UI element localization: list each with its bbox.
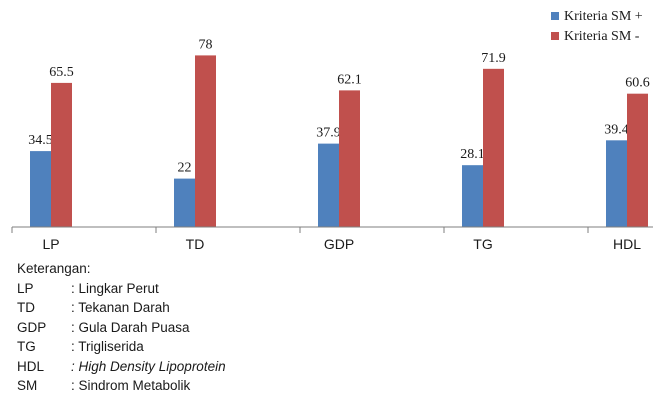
data-label: 78	[199, 37, 213, 52]
note-definition: : Tekanan Darah	[71, 300, 170, 315]
bar-tg-series-1	[483, 68, 504, 227]
note-abbr: TD	[17, 300, 35, 315]
data-label: 28.1	[460, 147, 485, 162]
note-row-tg: TG : Trigliserida	[17, 337, 226, 357]
data-label: 34.5	[28, 133, 53, 148]
legend-label: Kriteria SM -	[564, 29, 640, 44]
data-label: 39.4	[604, 122, 629, 137]
x-tick-label: TD	[186, 236, 205, 252]
data-label: 37.9	[316, 126, 341, 141]
notes-block: Keterangan: LP : Lingkar Perut TD : Teka…	[17, 259, 226, 396]
note-abbr: LP	[17, 280, 34, 296]
legend-label: Kriteria SM +	[564, 9, 643, 24]
bar-td-series-0	[174, 178, 195, 227]
legend-swatch	[551, 32, 559, 40]
note-abbr: SM	[17, 378, 38, 393]
bar-hdl-series-0	[606, 140, 627, 227]
x-axis-ticks: LP TD GDP TG HDL	[11, 227, 641, 252]
data-label: 71.9	[481, 51, 506, 66]
note-row-gdp: GDP : Gula Darah Puasa	[17, 318, 226, 338]
note-definition: : Trigliserida	[71, 339, 144, 354]
note-abbr: HDL	[17, 358, 45, 374]
data-label: 65.5	[49, 65, 74, 80]
bar-td-series-1	[195, 55, 216, 228]
note-abbr: TG	[17, 339, 36, 354]
note-row-sm: SM : Sindrom Metabolik	[17, 376, 226, 396]
data-label: 22	[178, 161, 192, 176]
bar-hdl-series-1	[627, 93, 648, 228]
legend-swatch	[551, 12, 559, 20]
bar-gdp-series-0	[318, 143, 339, 227]
note-row-hdl: HDL : High Density Lipoprotein	[17, 357, 226, 377]
bar-lp-series-0	[30, 151, 51, 227]
note-row-lp: LP : Lingkar Perut	[17, 279, 226, 299]
chart-legend: Kriteria SM + Kriteria SM -	[551, 9, 643, 44]
bar-gdp-series-1	[339, 90, 360, 227]
note-row-td: TD : Tekanan Darah	[17, 298, 226, 318]
bar-tg-series-0	[462, 165, 483, 227]
note-definition: : Gula Darah Puasa	[71, 319, 190, 335]
notes-heading: Keterangan:	[17, 261, 91, 276]
data-label: 62.1	[337, 72, 362, 87]
x-tick-label: LP	[42, 236, 59, 252]
bar-chart: 34.5 65.5 22 78 37.9 62.1 28.1 71.9 39.4 60.6 LP T…	[11, 9, 653, 252]
x-tick-label: GDP	[324, 236, 354, 252]
note-definition: : High Density Lipoprotein	[71, 358, 226, 374]
bars-layer: 34.5 65.5 22 78 37.9 62.1 28.1 71.9 39.4 60.6	[28, 37, 650, 228]
x-tick-label: TG	[473, 236, 492, 252]
data-label: 60.6	[625, 76, 650, 91]
note-definition: : Sindrom Metabolik	[71, 378, 191, 393]
note-definition: : Lingkar Perut	[71, 280, 159, 296]
note-abbr: GDP	[17, 319, 47, 335]
x-tick-label: HDL	[613, 236, 641, 252]
bar-lp-series-1	[51, 82, 72, 228]
